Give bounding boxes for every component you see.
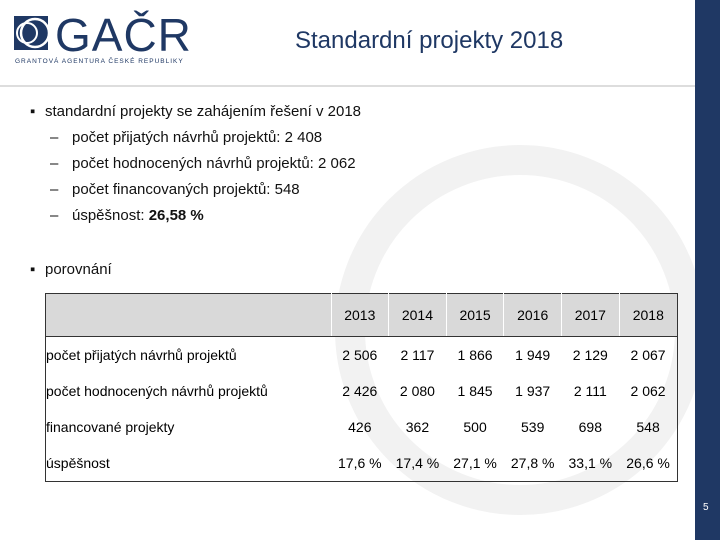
- value-cell: 26,6 %: [626, 455, 670, 471]
- sub-item: počet hodnocených návrhů projektů: 2 062: [72, 155, 356, 172]
- dash: –: [50, 207, 59, 224]
- value-cell: 2 426: [342, 383, 378, 399]
- value-cell: 426: [348, 419, 372, 435]
- value-cell: 1 866: [457, 347, 493, 363]
- value-cell: 2 506: [342, 347, 378, 363]
- value-cell: 500: [463, 419, 487, 435]
- bullet-text: porovnání: [45, 261, 112, 278]
- table-row: úspěšnost 17,6 % 17,4 % 27,1 % 27,8 % 33,1 % 2…: [46, 445, 678, 482]
- value-cell: 33,1 %: [568, 455, 613, 471]
- sub-item: úspěšnost: 26,58 %: [72, 207, 204, 224]
- value-cell: 1 949: [515, 347, 551, 363]
- value-cell: 17,6 %: [338, 455, 382, 471]
- sub-item: počet přijatých návrhů projektů: 2 408: [72, 129, 323, 146]
- value-cell: 2 129: [572, 347, 608, 363]
- page-number: 5: [703, 502, 709, 513]
- logo-emblem: [14, 16, 51, 50]
- bullet-text: standardní projekty se zahájením řešení …: [45, 103, 362, 120]
- logo-subtitle: GRANTOVÁ AGENTURA ČESKÉ REPUBLIKY: [15, 58, 184, 65]
- label: úspěšnost:: [72, 207, 145, 224]
- value-cell: 2 067: [630, 347, 666, 363]
- row-label: financované projekty: [46, 419, 175, 435]
- value-cell: 2 062: [630, 383, 666, 399]
- header-cell: 2018: [618, 293, 678, 337]
- header-cell: 2015: [445, 293, 504, 337]
- dash: –: [50, 129, 59, 146]
- value-cell: 27,8 %: [510, 455, 555, 471]
- value-cell: 548: [636, 419, 660, 435]
- header-cell: 2013: [330, 293, 389, 337]
- bullet-marker: ▪: [30, 261, 36, 278]
- value-cell: 2 080: [399, 383, 435, 399]
- value-cell: 17,4 %: [395, 455, 440, 471]
- side-bar: [695, 0, 720, 540]
- table-row: počet přijatých návrhů projektů 2 506 2 11…: [46, 337, 678, 374]
- header-cell: 2017: [561, 293, 620, 337]
- value: 26,58 %: [148, 207, 204, 224]
- table-row: počet hodnocených návrhů projektů 2 426 2 …: [46, 373, 678, 409]
- table-row: financované projekty 426 362 500 539 698 548: [46, 409, 678, 445]
- dash: –: [50, 155, 59, 172]
- value-cell: 539: [521, 419, 545, 435]
- row-label: úspěšnost: [46, 455, 110, 471]
- header-cell: 2016: [503, 293, 562, 337]
- value-cell: 1 845: [457, 383, 493, 399]
- logo-text: GAČR: [55, 9, 192, 61]
- slide-title: Standardní projekty 2018: [295, 27, 564, 54]
- value-cell: 2 111: [573, 383, 607, 399]
- value-cell: 362: [405, 419, 430, 435]
- row-label: počet hodnocených návrhů projektů: [46, 383, 268, 399]
- row-label: počet přijatých návrhů projektů: [46, 347, 237, 363]
- value-cell: 698: [578, 419, 602, 435]
- dash: –: [50, 181, 59, 198]
- bullet-marker: ▪: [30, 103, 36, 120]
- value-cell: 1 937: [515, 383, 551, 399]
- header-cell: 2014: [388, 293, 447, 337]
- value-cell: 27,1 %: [453, 455, 497, 471]
- sub-item: počet financovaných projektů: 548: [72, 181, 300, 198]
- header-cell: [45, 293, 331, 337]
- header-row: 2013 2014 2015 2016 2017 2018: [45, 293, 678, 337]
- value-cell: 2 117: [400, 347, 435, 363]
- comparison-table: 2013 2014 2015 2016 2017 2018 počet přijatých…: [45, 293, 678, 482]
